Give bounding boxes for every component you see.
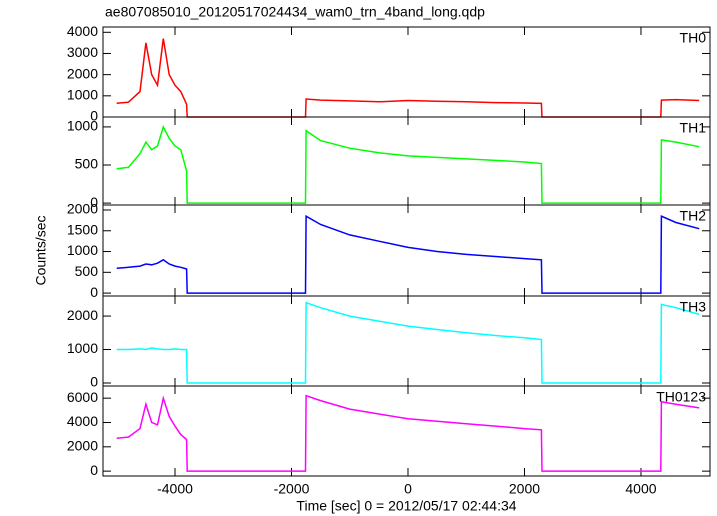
panel-frame bbox=[102, 26, 711, 118]
panel-label: TH3 bbox=[680, 299, 707, 315]
x-tick-label: 4000 bbox=[625, 481, 656, 497]
series-line bbox=[116, 214, 700, 294]
y-tick-label: 1000 bbox=[67, 242, 98, 258]
chart-title: ae807085010_20120517024434_wam0_trn_4ban… bbox=[105, 4, 485, 20]
series-line bbox=[116, 124, 700, 204]
y-tick-label: 1000 bbox=[67, 87, 98, 103]
y-tick-label: 0 bbox=[90, 108, 98, 124]
y-tick-label: 3000 bbox=[67, 44, 98, 60]
x-tick-label: 2000 bbox=[509, 481, 540, 497]
panel-frame bbox=[102, 385, 711, 477]
y-tick-label: 1000 bbox=[67, 340, 98, 356]
y-tick-label: 1500 bbox=[67, 221, 98, 237]
y-tick-label: 0 bbox=[90, 462, 98, 478]
y-tick-label: 4000 bbox=[67, 413, 98, 429]
y-tick-label: 4000 bbox=[67, 23, 98, 39]
y-tick-label: 500 bbox=[75, 156, 99, 172]
panel-label: TH2 bbox=[680, 208, 707, 224]
panel-frame bbox=[102, 116, 711, 206]
series-line bbox=[116, 394, 700, 472]
x-tick-label: 0 bbox=[404, 481, 412, 497]
panel-label: TH0 bbox=[680, 30, 707, 46]
panel-label: TH1 bbox=[680, 120, 707, 136]
series-line bbox=[116, 301, 700, 384]
y-tick-label: 0 bbox=[90, 374, 98, 390]
x-axis-label: Time [sec] 0 = 2012/05/17 02:44:34 bbox=[296, 498, 516, 514]
panel-frame bbox=[102, 204, 711, 297]
panel-frame bbox=[102, 295, 711, 387]
y-tick-label: 2000 bbox=[67, 65, 98, 81]
panel-label: TH0123 bbox=[656, 389, 706, 405]
series-line bbox=[116, 38, 700, 118]
y-tick-label: 0 bbox=[90, 284, 98, 300]
y-tick-label: 500 bbox=[75, 263, 99, 279]
x-tick-label: -4000 bbox=[157, 481, 193, 497]
y-tick-label: 6000 bbox=[67, 389, 98, 405]
x-tick-label: -2000 bbox=[274, 481, 310, 497]
y-tick-label: 2000 bbox=[67, 438, 98, 454]
y-tick-label: 1000 bbox=[67, 118, 98, 134]
y-axis-label: Counts/sec bbox=[33, 215, 49, 285]
y-tick-label: 0 bbox=[90, 194, 98, 210]
y-tick-label: 2000 bbox=[67, 201, 98, 217]
y-tick-label: 2000 bbox=[67, 307, 98, 323]
